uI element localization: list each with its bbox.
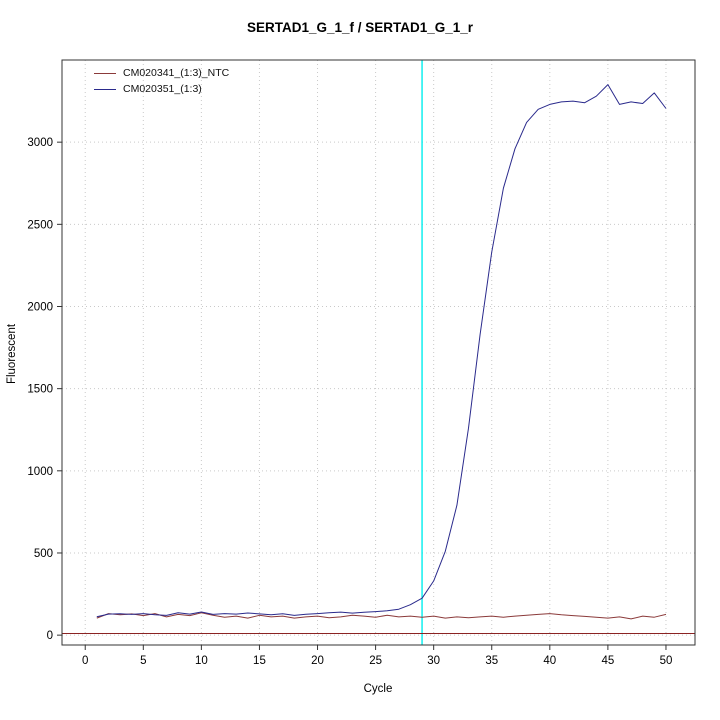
- y-axis: 0 500 1000 1500 2000 2500 3000: [27, 137, 62, 642]
- legend-item-sample: CM020351_(1:3): [94, 82, 229, 96]
- svg-text:40: 40: [543, 655, 556, 667]
- svg-text:1000: 1000: [27, 466, 53, 478]
- svg-text:35: 35: [485, 655, 498, 667]
- svg-text:3000: 3000: [27, 137, 53, 149]
- svg-text:0: 0: [47, 630, 53, 642]
- legend-line-ntc: [94, 72, 116, 74]
- legend-line-sample: [94, 88, 116, 90]
- svg-text:50: 50: [660, 655, 673, 667]
- series-line-0: [96, 612, 667, 620]
- legend: CM020341_(1:3)_NTC CM020351_(1:3): [94, 66, 229, 96]
- svg-text:30: 30: [427, 655, 440, 667]
- svg-text:500: 500: [34, 548, 53, 560]
- x-axis-label: Cycle: [363, 683, 393, 695]
- legend-item-ntc: CM020341_(1:3)_NTC: [94, 66, 229, 80]
- plot-border: [61, 59, 696, 646]
- svg-text:20: 20: [311, 655, 324, 667]
- svg-text:25: 25: [369, 655, 382, 667]
- svg-text:2500: 2500: [27, 219, 53, 231]
- svg-text:45: 45: [601, 655, 614, 667]
- svg-text:1500: 1500: [27, 384, 53, 396]
- gridlines: [62, 60, 695, 645]
- legend-label-ntc: CM020341_(1:3)_NTC: [123, 67, 230, 79]
- chart-title: SERTAD1_G_1_f / SERTAD1_G_1_r: [246, 20, 474, 35]
- svg-text:15: 15: [253, 655, 266, 667]
- x-axis: 0 5 10 15 20 25 30 35 40 45 50: [82, 645, 672, 667]
- svg-text:5: 5: [140, 655, 146, 667]
- svg-text:0: 0: [82, 655, 88, 667]
- svg-text:10: 10: [195, 655, 208, 667]
- svg-text:2000: 2000: [27, 301, 53, 313]
- legend-label-sample: CM020351_(1:3): [123, 83, 202, 95]
- series-line-1: [96, 84, 667, 618]
